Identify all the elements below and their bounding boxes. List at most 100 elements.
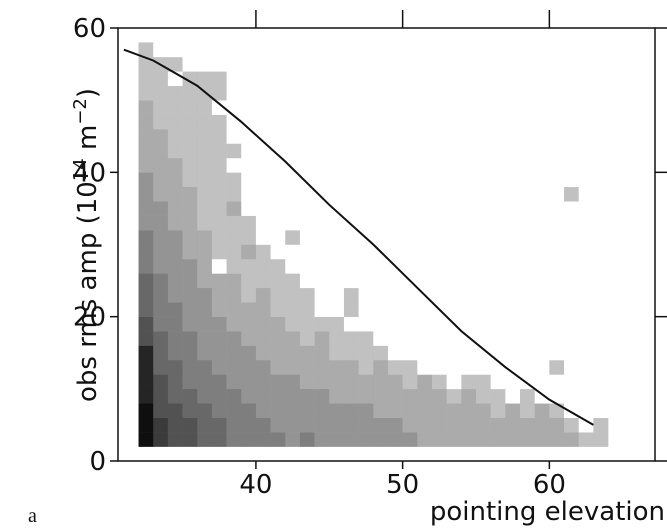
heat-cell bbox=[520, 157, 535, 173]
heat-cell bbox=[182, 388, 198, 404]
heat-cell bbox=[431, 331, 447, 346]
heat-cell bbox=[241, 316, 257, 332]
heat-cell bbox=[505, 129, 521, 144]
heat-cell bbox=[564, 316, 580, 332]
heat-cell bbox=[285, 244, 301, 260]
heat-cell bbox=[431, 172, 447, 188]
heat-cell bbox=[226, 403, 242, 418]
heat-cell bbox=[520, 201, 535, 216]
heat-cell bbox=[505, 244, 521, 260]
heat-cell bbox=[417, 359, 433, 375]
heat-cell bbox=[343, 258, 359, 274]
heat-cell bbox=[387, 143, 403, 159]
heat-cell bbox=[520, 215, 535, 231]
heat-cell bbox=[138, 129, 154, 144]
heat-cell bbox=[520, 114, 535, 130]
heat-cell bbox=[285, 71, 301, 87]
panel-label: a bbox=[28, 505, 37, 527]
heat-cell bbox=[299, 230, 315, 245]
heat-cell bbox=[314, 143, 330, 159]
heat-cell bbox=[226, 186, 242, 202]
heat-cell bbox=[373, 129, 389, 144]
heat-cell bbox=[182, 85, 198, 101]
heat-cell bbox=[285, 287, 301, 303]
heat-cell bbox=[387, 114, 403, 130]
heat-cell bbox=[167, 172, 183, 188]
heat-cell bbox=[343, 215, 359, 231]
heat-cell bbox=[549, 143, 565, 159]
heat-cell bbox=[211, 403, 227, 418]
heat-cell bbox=[153, 71, 169, 87]
heat-cell bbox=[373, 201, 389, 216]
heat-cell bbox=[431, 114, 447, 130]
heat-cell bbox=[520, 85, 535, 101]
heat-cell bbox=[505, 331, 521, 346]
heat-cell bbox=[490, 85, 506, 101]
heat-cell bbox=[593, 316, 609, 332]
heat-cell bbox=[241, 85, 257, 101]
heat-cell bbox=[270, 215, 286, 231]
heat-cell bbox=[578, 71, 594, 87]
heat-cell bbox=[197, 258, 213, 274]
heat-cell bbox=[476, 186, 491, 202]
heat-cell bbox=[241, 258, 257, 274]
heat-cell bbox=[167, 56, 183, 72]
heat-cell bbox=[417, 302, 433, 317]
heat-cell bbox=[343, 287, 359, 303]
heat-cell bbox=[387, 71, 403, 87]
heat-cell bbox=[549, 359, 565, 375]
heat-cell bbox=[476, 316, 491, 332]
heat-cell bbox=[446, 258, 462, 274]
heat-cell bbox=[211, 143, 227, 159]
heat-cell bbox=[476, 56, 491, 72]
heat-cell bbox=[490, 100, 506, 115]
heat-cell bbox=[329, 273, 345, 289]
heat-cell bbox=[578, 331, 594, 346]
heat-cell bbox=[153, 302, 169, 317]
heat-cell bbox=[270, 388, 286, 404]
heat-cell bbox=[593, 71, 609, 87]
heat-cell bbox=[358, 56, 374, 72]
heat-cell bbox=[593, 157, 609, 173]
heat-cell bbox=[520, 316, 535, 332]
heat-cell bbox=[534, 157, 550, 173]
heat-cell bbox=[534, 56, 550, 72]
heat-cell bbox=[270, 230, 286, 245]
y-label-sup: −2 bbox=[70, 98, 91, 125]
heat-cell bbox=[197, 129, 213, 144]
heat-cell bbox=[314, 417, 330, 433]
heat-cell bbox=[255, 114, 271, 130]
heat-cell bbox=[461, 374, 477, 390]
heat-cell bbox=[241, 100, 257, 115]
heat-cell bbox=[285, 143, 301, 159]
heat-cell bbox=[255, 417, 271, 433]
heat-cell bbox=[226, 244, 242, 260]
heat-cell bbox=[211, 56, 227, 72]
heat-cell bbox=[314, 374, 330, 390]
heat-cell bbox=[270, 114, 286, 130]
heat-cell bbox=[402, 331, 418, 346]
heat-cell bbox=[241, 143, 257, 159]
heat-cell bbox=[417, 215, 433, 231]
heat-cell bbox=[431, 359, 447, 375]
heat-cell bbox=[564, 42, 580, 58]
heat-cell bbox=[299, 273, 315, 289]
heat-cell bbox=[534, 273, 550, 289]
heat-cell bbox=[343, 201, 359, 216]
heat-cell bbox=[255, 230, 271, 245]
heat-cell bbox=[211, 432, 227, 447]
heat-cell bbox=[593, 230, 609, 245]
heat-cell bbox=[520, 403, 535, 418]
y-label-part: obs rms amp (10 bbox=[73, 181, 103, 402]
heat-cell bbox=[520, 287, 535, 303]
heat-cell bbox=[446, 100, 462, 115]
heat-cell bbox=[343, 42, 359, 58]
heat-cell bbox=[534, 143, 550, 159]
heat-cell bbox=[299, 157, 315, 173]
heat-cell bbox=[241, 388, 257, 404]
heat-cell bbox=[153, 215, 169, 231]
heat-cell bbox=[167, 403, 183, 418]
heat-cell bbox=[402, 345, 418, 361]
heat-cell bbox=[255, 143, 271, 159]
heat-cell bbox=[255, 287, 271, 303]
